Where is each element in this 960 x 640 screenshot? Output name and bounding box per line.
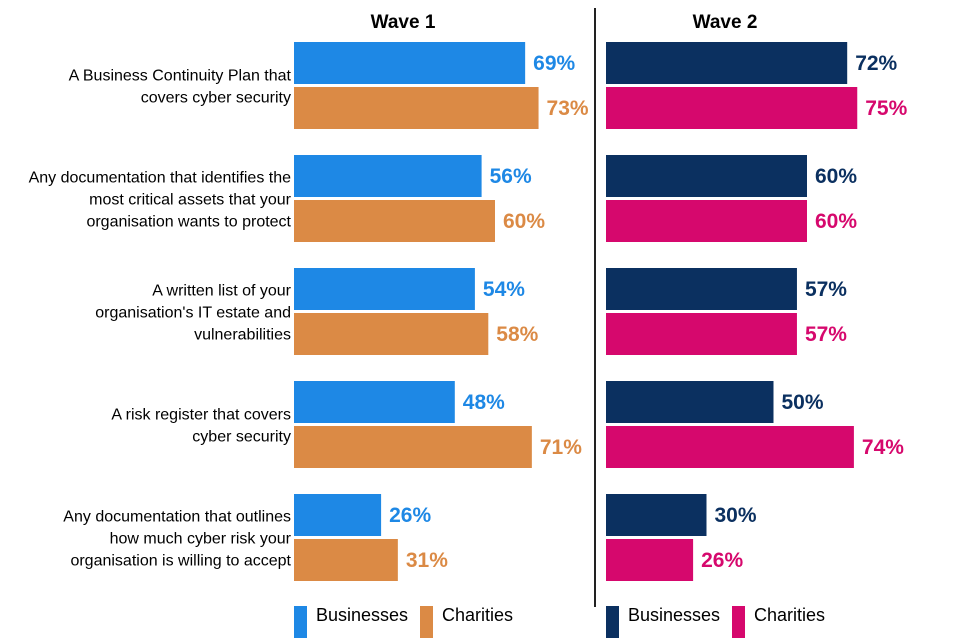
category-label-line: A written list of your <box>152 283 291 300</box>
value-label-wave1-charities-1: 60% <box>503 210 545 233</box>
value-label-wave1-businesses-0: 69% <box>533 52 575 75</box>
legend-label-wave2-charities: Charities <box>754 605 825 625</box>
legend-label-wave1-businesses: Businesses <box>316 605 408 625</box>
bar-wave1-businesses-2 <box>294 268 475 310</box>
bar-wave1-charities-1 <box>294 200 495 242</box>
bar-wave1-businesses-1 <box>294 155 482 197</box>
category-label: A Business Continuity Plan that covers cy… <box>69 68 292 107</box>
category-label: Any documentation that outlines how much … <box>63 509 291 570</box>
category-label-line: A risk register that covers <box>111 407 291 424</box>
legend-swatch-wave2-charities <box>732 606 745 638</box>
value-label-wave1-businesses-3: 48% <box>463 391 505 414</box>
category-label-line: organisation is willing to accept <box>70 553 291 570</box>
bar-wave1-charities-4 <box>294 539 398 581</box>
category-label-line: Any documentation that identifies the <box>29 170 291 187</box>
wave1-title: Wave 1 <box>371 12 436 33</box>
value-label-wave2-charities-2: 57% <box>805 323 847 346</box>
category-label-line: Any documentation that outlines <box>63 509 291 526</box>
bar-wave2-businesses-1 <box>606 155 807 197</box>
wave2-title: Wave 2 <box>693 12 758 33</box>
legend-label-wave1-charities: Charities <box>442 605 513 625</box>
category-label-line: covers cyber security <box>141 90 291 107</box>
bar-wave1-businesses-3 <box>294 381 455 423</box>
legend-label-wave2-businesses: Businesses <box>628 605 720 625</box>
bar-wave2-businesses-3 <box>606 381 774 423</box>
bar-wave1-charities-2 <box>294 313 489 355</box>
category-label: A written list of your organisation's IT … <box>95 283 291 344</box>
bars: 69% 56% 54% 48% 26% 73% 60% 58% 71% 31% 72% 60% 57% 5… <box>294 42 908 581</box>
category-label-line: vulnerabilities <box>194 327 291 344</box>
value-label-wave1-businesses-4: 26% <box>389 504 431 527</box>
bar-wave2-charities-3 <box>606 426 854 468</box>
legend: Businesses Charities Businesses Charities <box>294 605 825 638</box>
bar-wave2-charities-2 <box>606 313 797 355</box>
category-label: A risk register that covers cyber securit… <box>111 407 291 446</box>
category-label: Any documentation that identifies the mos… <box>29 170 292 231</box>
value-label-wave2-charities-1: 60% <box>815 210 857 233</box>
legend-swatch-wave2-businesses <box>606 606 619 638</box>
category-label-line: how much cyber risk your <box>110 531 292 548</box>
category-label-line: most critical assets that your <box>89 192 292 209</box>
bar-wave2-charities-1 <box>606 200 807 242</box>
value-label-wave1-charities-0: 73% <box>547 97 589 120</box>
bar-wave2-businesses-4 <box>606 494 707 536</box>
value-label-wave2-businesses-0: 72% <box>855 52 897 75</box>
category-label-line: A Business Continuity Plan that <box>69 68 292 85</box>
value-label-wave2-charities-4: 26% <box>701 549 743 572</box>
bar-wave2-charities-0 <box>606 87 858 129</box>
category-label-line: organisation's IT estate and <box>95 305 291 322</box>
legend-swatch-wave1-charities <box>420 606 433 638</box>
value-label-wave2-charities-0: 75% <box>865 97 907 120</box>
bar-wave1-charities-3 <box>294 426 532 468</box>
bar-wave1-businesses-0 <box>294 42 526 84</box>
legend-swatch-wave1-businesses <box>294 606 307 638</box>
value-label-wave2-charities-3: 74% <box>862 436 904 459</box>
bar-wave1-businesses-4 <box>294 494 382 536</box>
bar-wave2-businesses-2 <box>606 268 797 310</box>
value-label-wave2-businesses-1: 60% <box>815 165 857 188</box>
value-label-wave1-charities-3: 71% <box>540 436 582 459</box>
value-label-wave1-charities-2: 58% <box>496 323 538 346</box>
bar-wave2-businesses-0 <box>606 42 848 84</box>
bar-wave1-charities-0 <box>294 87 539 129</box>
category-label-line: cyber security <box>192 429 291 446</box>
bar-wave2-charities-4 <box>606 539 694 581</box>
value-label-wave2-businesses-4: 30% <box>715 504 757 527</box>
value-label-wave2-businesses-2: 57% <box>805 278 847 301</box>
value-label-wave1-businesses-2: 54% <box>483 278 525 301</box>
value-label-wave1-businesses-1: 56% <box>490 165 532 188</box>
value-label-wave2-businesses-3: 50% <box>782 391 824 414</box>
category-labels: A Business Continuity Plan that covers cy… <box>29 68 292 570</box>
value-label-wave1-charities-4: 31% <box>406 549 448 572</box>
category-label-line: organisation wants to protect <box>86 214 291 231</box>
